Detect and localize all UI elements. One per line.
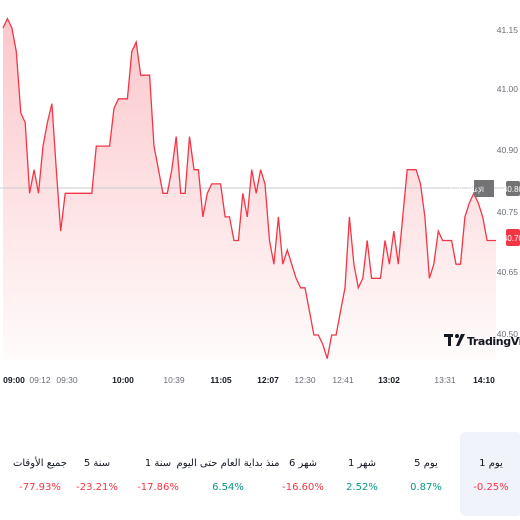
period-label: 5 يوم <box>414 458 438 469</box>
x-tick-label: 10:00 <box>112 375 134 385</box>
last-price-tag: 40.70 <box>503 229 520 246</box>
period-change-value: -0.25% <box>473 482 509 493</box>
x-tick-label: 10:39 <box>163 375 185 385</box>
x-tick-label: 14:10 <box>473 375 495 385</box>
period-change-value: -16.60% <box>282 482 324 493</box>
x-tick-label: 09:12 <box>29 375 51 385</box>
period-label: جميع الأوقات <box>12 458 68 469</box>
x-tick-label: 12:07 <box>257 375 279 385</box>
period-change-value: 6.54% <box>212 482 244 493</box>
previous-close-value-bg <box>506 181 520 196</box>
last-price-tag-bg <box>506 229 520 246</box>
y-tick-label: 40.90 <box>497 145 519 155</box>
period-change-value: 0.87% <box>410 482 442 493</box>
previous-close-tag: الإغلاق السابق 40.80 <box>442 180 520 197</box>
period-0[interactable]: 1 يوم -0.25% <box>460 432 520 516</box>
period-label: منذ بداية العام حتى اليوم <box>176 458 280 469</box>
x-tick-label: 09:00 <box>3 375 25 385</box>
previous-close-tag-bg <box>474 180 494 197</box>
x-tick-label: 09:30 <box>56 375 78 385</box>
period-change-value: 2.52% <box>346 482 378 493</box>
price-line <box>2 17 496 359</box>
last-price-value: 40.70 <box>503 234 520 243</box>
period-7[interactable]: جميع الأوقات -77.93% <box>9 432 71 516</box>
period-change-value: -77.93% <box>19 482 61 493</box>
period-2[interactable]: 1 شهر 2.52% <box>331 432 393 516</box>
period-change-value: -17.86% <box>137 482 179 493</box>
x-axis: 09:00 09:12 09:30 10:00 10:39 11:05 12:07 12:30… <box>3 375 495 385</box>
period-3[interactable]: 6 شهر -16.60% <box>272 432 334 516</box>
y-tick-label: 40.75 <box>497 207 519 217</box>
x-tick-label: 11:05 <box>210 375 232 385</box>
previous-close-value: 40.80 <box>503 185 520 194</box>
price-area <box>0 17 505 360</box>
y-tick-label: 40.65 <box>497 267 519 277</box>
y-tick-label: 41.15 <box>497 25 519 35</box>
period-label: 1 يوم <box>479 458 503 469</box>
tradingview-logo-text: TradingView <box>467 335 520 348</box>
x-tick-label: 12:41 <box>332 375 354 385</box>
x-tick-label: 12:30 <box>294 375 316 385</box>
tradingview-logo-icon <box>444 334 465 346</box>
period-change-value: -23.21% <box>76 482 118 493</box>
period-5[interactable]: 1 سنة -17.86% <box>127 432 189 516</box>
x-tick-label: 13:02 <box>378 375 400 385</box>
period-6[interactable]: 5 سنة -23.21% <box>66 432 128 516</box>
y-tick-label: 40.50 <box>497 329 519 339</box>
period-label: 1 سنة <box>144 458 172 469</box>
y-axis: 41.15 41.00 40.90 40.75 40.65 40.50 <box>497 25 519 339</box>
period-4[interactable]: منذ بداية العام حتى اليوم 6.54% <box>168 432 288 516</box>
previous-close-label: الإغلاق السابق <box>442 186 484 194</box>
price-area-fill <box>3 18 496 360</box>
x-tick-label: 13:31 <box>434 375 456 385</box>
price-chart[interactable]: 41.15 41.00 40.90 40.75 40.65 40.50 09:00 09:1… <box>0 0 520 390</box>
period-label: 5 سنة <box>83 458 111 469</box>
y-tick-label: 41.00 <box>497 84 519 94</box>
performance-periods: 1 يوم -0.25% 5 يوم 0.87% 1 شهر 2.52% 6 شهر -16.… <box>0 428 520 520</box>
period-1[interactable]: 5 يوم 0.87% <box>395 432 457 516</box>
period-label: 6 شهر <box>288 458 318 469</box>
tradingview-logo[interactable]: TradingView <box>444 334 520 348</box>
period-label: 1 شهر <box>347 458 377 469</box>
